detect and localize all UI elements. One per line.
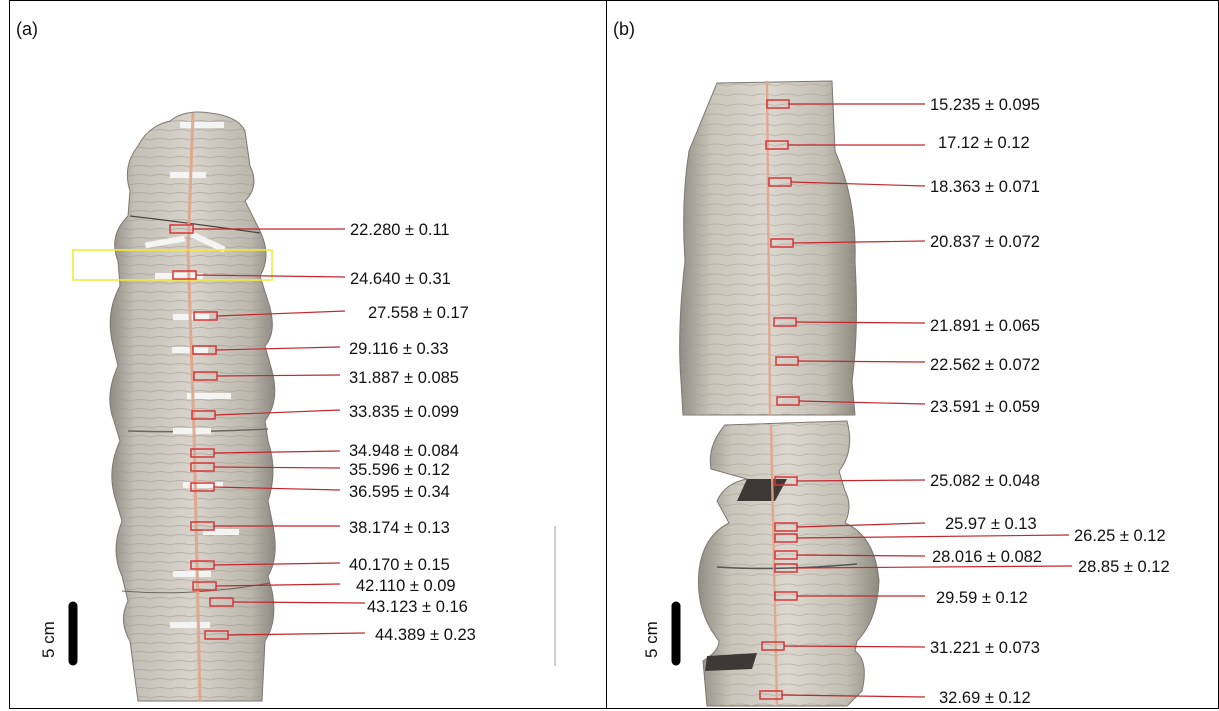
age-label-b-7: 23.591 ± 0.059 <box>930 398 1040 416</box>
scale-bar-label-b: 5 cm <box>642 621 661 658</box>
age-labels-b: 15.235 ± 0.095 17.12 ± 0.12 18.363 ± 0.0… <box>930 96 1170 707</box>
panel-label-a: (a) <box>16 19 38 39</box>
age-label-a-3: 27.558 ± 0.17 <box>368 304 469 322</box>
age-label-a-1: 22.280 ± 0.11 <box>350 221 450 239</box>
panel-label-b: (b) <box>613 19 635 39</box>
leader-lines-a <box>193 228 366 636</box>
age-label-a-13: 43.123 ± 0.16 <box>367 598 468 616</box>
age-label-b-12: 28.85 ± 0.12 <box>1078 558 1170 576</box>
highlight-box <box>72 249 273 281</box>
age-label-a-9: 36.595 ± 0.34 <box>349 483 450 501</box>
age-label-b-5: 21.891 ± 0.065 <box>930 317 1040 335</box>
age-label-a-2: 24.640 ± 0.31 <box>350 270 451 288</box>
age-label-a-5: 31.887 ± 0.085 <box>349 369 459 387</box>
age-label-a-12: 42.110 ± 0.09 <box>356 577 456 595</box>
age-labels-a: 22.280 ± 0.11 24.640 ± 0.31 27.558 ± 0.1… <box>349 221 476 644</box>
age-label-b-15: 32.69 ± 0.12 <box>939 689 1031 707</box>
leader-lines-b <box>781 103 1073 698</box>
age-label-a-7: 34.948 ± 0.084 <box>349 442 459 460</box>
age-label-a-10: 38.174 ± 0.13 <box>349 519 450 537</box>
age-label-b-2: 17.12 ± 0.12 <box>938 134 1030 152</box>
age-label-a-4: 29.116 ± 0.33 <box>349 340 449 358</box>
panel-a-figure: 22.280 ± 0.11 24.640 ± 0.31 27.558 ± 0.1… <box>39 111 556 702</box>
age-label-a-11: 40.170 ± 0.15 <box>349 556 450 574</box>
age-label-b-9: 25.97 ± 0.13 <box>945 515 1037 533</box>
panel-a: (a) <box>9 0 607 709</box>
panel-b: (b) <box>606 0 1219 709</box>
sample-markers-a <box>169 224 234 640</box>
white-sample-tags-a <box>144 122 239 628</box>
age-label-b-14: 31.221 ± 0.073 <box>930 639 1040 657</box>
age-label-b-1: 15.235 ± 0.095 <box>930 96 1040 114</box>
scale-bar-label-a: 5 cm <box>39 621 58 658</box>
age-label-b-4: 20.837 ± 0.072 <box>930 233 1040 251</box>
age-label-b-6: 22.562 ± 0.072 <box>930 356 1040 374</box>
panel-b-figure: 15.235 ± 0.095 17.12 ± 0.12 18.363 ± 0.0… <box>642 80 1170 707</box>
age-label-b-8: 25.082 ± 0.048 <box>930 472 1040 490</box>
age-label-a-14: 44.389 ± 0.23 <box>375 626 476 644</box>
age-label-b-11: 28.016 ± 0.082 <box>932 548 1042 566</box>
age-label-a-8: 35.596 ± 0.12 <box>349 461 450 479</box>
age-label-b-10: 26.25 ± 0.12 <box>1074 527 1166 545</box>
age-label-b-3: 18.363 ± 0.071 <box>930 178 1040 196</box>
age-label-b-13: 29.59 ± 0.12 <box>936 589 1028 607</box>
age-label-a-6: 33.835 ± 0.099 <box>349 403 459 421</box>
